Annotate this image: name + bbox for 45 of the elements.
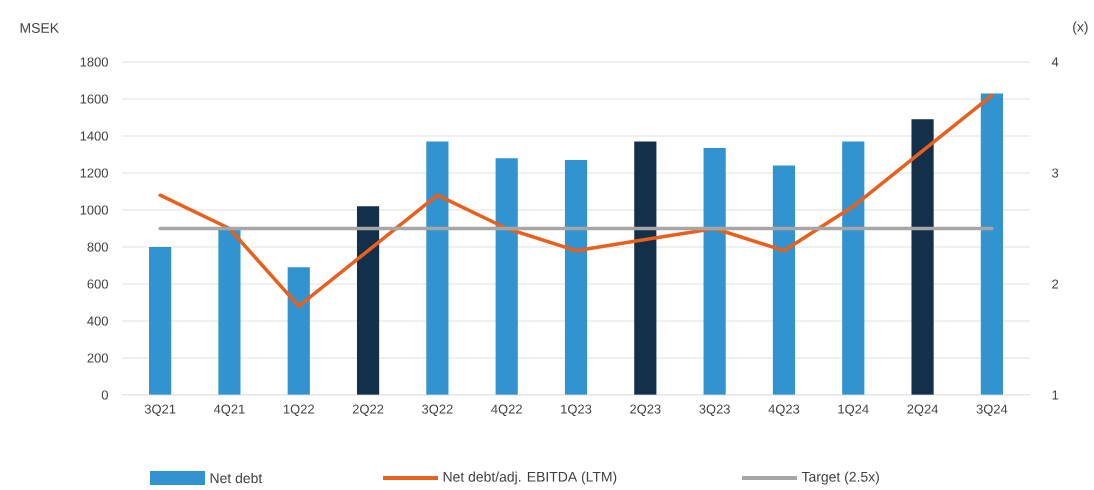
bar [842,141,865,395]
bar [356,206,380,395]
x-tick-label: 2Q22 [352,404,384,417]
y-tick-label: 1800 [80,57,108,67]
y2-tick-label: 1 [1052,390,1059,400]
bar [287,267,310,395]
x-tick-label: 3Q22 [422,404,453,417]
legend-label: Target (2.5x) [801,471,879,485]
x-tick-label: 3Q24 [976,404,1008,417]
y-tick-label: 600 [87,279,108,289]
bar [495,158,518,395]
legend-label: Net debt/adj. EBITDA (LTM) [443,471,617,485]
bar [980,93,1003,395]
x-tick-label: 3Q21 [144,404,176,417]
x-tick-label: 1Q23 [561,404,592,417]
y-tick-label: 200 [87,353,108,363]
x-tick-label: 4Q23 [768,404,800,417]
x-tick-label: 1Q22 [283,404,314,417]
y2-tick-label: 2 [1052,279,1059,289]
x-tick-label: 3Q23 [699,404,730,417]
y-tick-label: 1400 [80,131,108,141]
legend-label: Net debt [210,472,263,484]
y2-tick-label: 3 [1052,168,1059,178]
x-tick-label: 2Q24 [907,404,939,417]
bar [703,148,726,395]
bar [911,119,934,395]
bar [634,141,657,395]
x-tick-label: 4Q22 [491,404,522,417]
bar [426,141,449,395]
y-tick-label: 400 [87,316,108,326]
y-tick-label: 1000 [80,205,108,215]
bar [772,165,796,395]
y2-axis-title: (x) [1073,21,1088,35]
y2-tick-label: 4 [1051,57,1059,67]
x-tick-label: 1Q24 [838,404,869,417]
bar [564,160,588,395]
y-axis-title: MSEK [20,23,59,33]
bar [218,228,241,395]
y-tick-label: 1600 [80,94,108,104]
x-tick-label: 2Q23 [630,404,661,417]
bar [149,247,172,395]
y-tick-label: 800 [87,242,108,252]
x-tick-label: 4Q21 [213,404,245,417]
y-tick-label: 1200 [80,168,108,178]
y-tick-label: 0 [101,390,108,400]
